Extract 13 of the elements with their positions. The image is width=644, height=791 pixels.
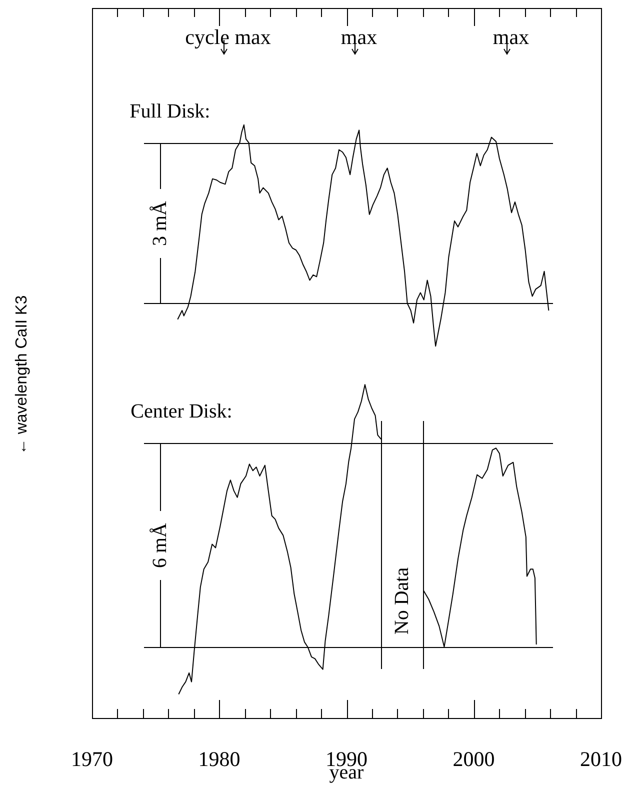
text: cycle max [185, 25, 272, 49]
series-label: Full Disk: [130, 100, 210, 122]
x-tick-label: 2000 [452, 747, 495, 772]
x-tick-label: 1970 [71, 747, 113, 772]
text: max [492, 25, 530, 49]
x-tick-label: 1980 [198, 747, 240, 772]
ref-line-label: No Data [390, 567, 413, 635]
legend-label: 3 mÅ [148, 200, 171, 246]
x-tick-label: 2010 [580, 747, 622, 772]
ref-line-label: 6 mÅ [148, 522, 171, 568]
text: max [340, 25, 378, 49]
y-axis-title: ← wavelength CaII K3 [13, 295, 30, 455]
text: Center Disk: [130, 400, 232, 422]
